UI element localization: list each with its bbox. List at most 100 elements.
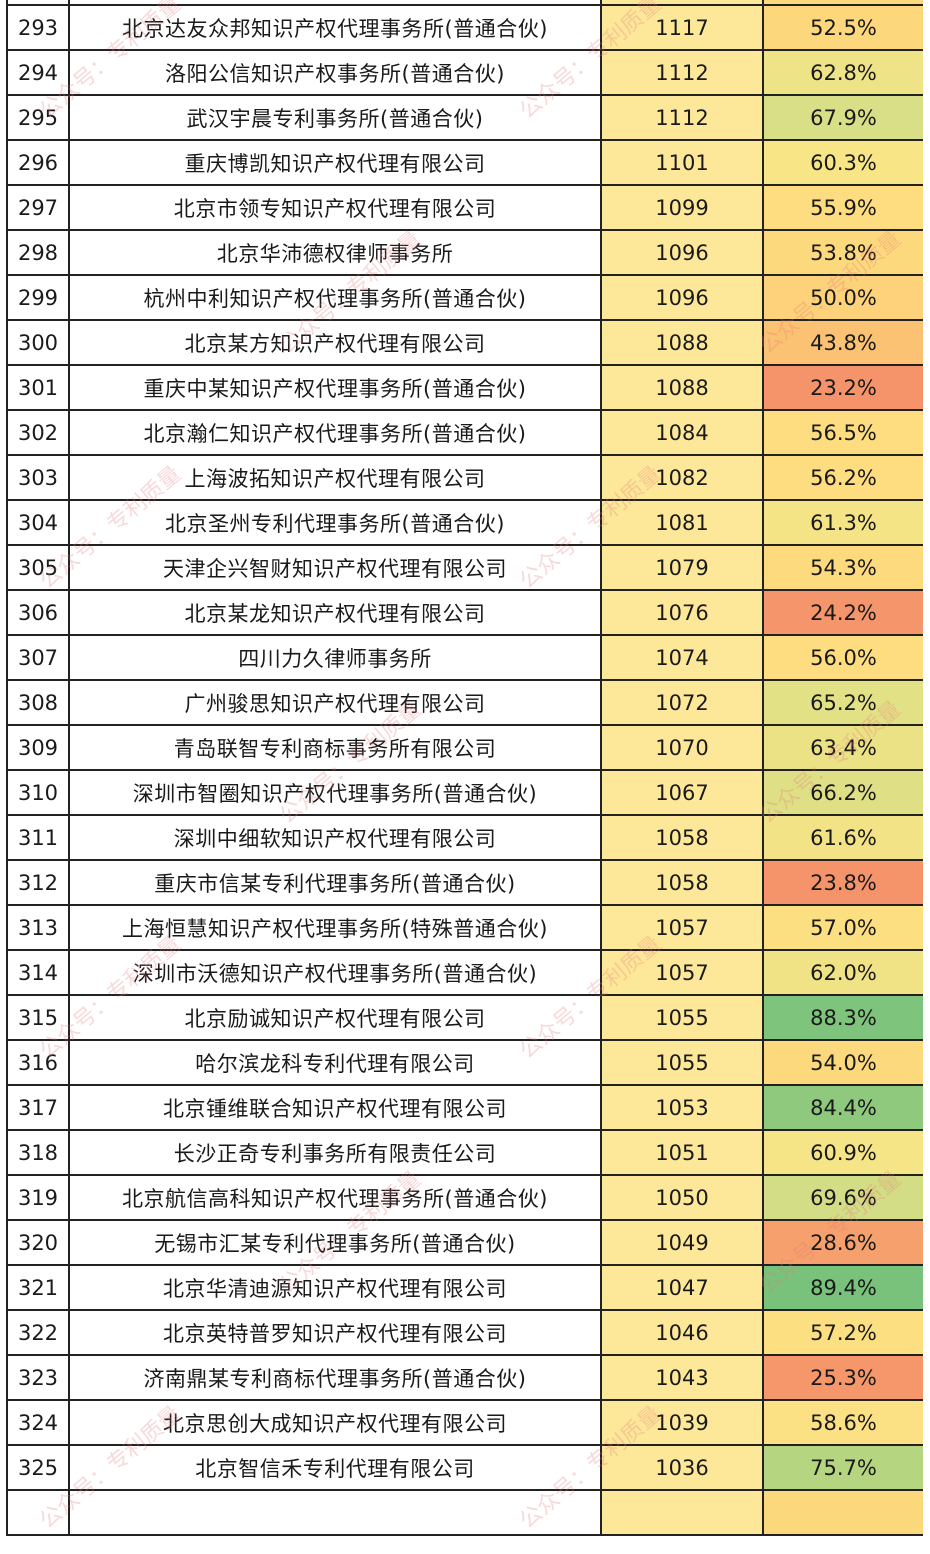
count-cell: 1117 — [600, 4, 764, 51]
percentage-cell: 66.2% — [762, 769, 925, 816]
rank-cell: 299 — [6, 274, 70, 321]
count-cell: 1070 — [600, 724, 764, 771]
table-row: 295 武汉宇晨专利事务所(普通合伙) 1112 67.9% — [6, 94, 925, 141]
agency-name-cell: 北京锺维联合知识产权代理有限公司 — [68, 1084, 602, 1131]
agency-name-cell: 北京思创大成知识产权代理有限公司 — [68, 1399, 602, 1446]
count-cell: 1067 — [600, 769, 764, 816]
rank-cell: 309 — [6, 724, 70, 771]
table-row: 313 上海恒慧知识产权代理事务所(特殊普通合伙) 1057 57.0% — [6, 904, 925, 951]
agency-name-cell: 北京华沛德权律师事务所 — [68, 229, 602, 276]
table-row: 296 重庆博凯知识产权代理有限公司 1101 60.3% — [6, 139, 925, 186]
percentage-cell: 60.3% — [762, 139, 925, 186]
agency-name-cell: 无锡市汇某专利代理事务所(普通合伙) — [68, 1219, 602, 1266]
percentage-cell: 56.5% — [762, 409, 925, 456]
percentage-cell: 61.3% — [762, 499, 925, 546]
table-row: 299 杭州中利知识产权代理事务所(普通合伙) 1096 50.0% — [6, 274, 925, 321]
percentage-cell: 24.2% — [762, 589, 925, 636]
rank-cell: 293 — [6, 4, 70, 51]
count-cell: 1046 — [600, 1309, 764, 1356]
count-cell: 1039 — [600, 1399, 764, 1446]
agency-name-cell: 北京华清迪源知识产权代理有限公司 — [68, 1264, 602, 1311]
rank-cell: 305 — [6, 544, 70, 591]
count-cell: 1047 — [600, 1264, 764, 1311]
table-row: 311 深圳中细软知识产权代理有限公司 1058 61.6% — [6, 814, 925, 861]
rank-cell: 313 — [6, 904, 70, 951]
agency-name-cell: 杭州中利知识产权代理事务所(普通合伙) — [68, 274, 602, 321]
count-cell: 1081 — [600, 499, 764, 546]
rank-cell: 325 — [6, 1444, 70, 1491]
rank-cell: 303 — [6, 454, 70, 501]
rank-cell: 307 — [6, 634, 70, 681]
percentage-cell: 56.2% — [762, 454, 925, 501]
count-cell: 1057 — [600, 949, 764, 996]
table-row: 321 北京华清迪源知识产权代理有限公司 1047 89.4% — [6, 1264, 925, 1311]
rank-cell — [6, 1489, 70, 1536]
table-row: 319 北京航信高科知识产权代理事务所(普通合伙) 1050 69.6% — [6, 1174, 925, 1221]
table-row: 324 北京思创大成知识产权代理有限公司 1039 58.6% — [6, 1399, 925, 1446]
table-row: 306 北京某龙知识产权代理有限公司 1076 24.2% — [6, 589, 925, 636]
percentage-cell: 28.6% — [762, 1219, 925, 1266]
agency-name-cell: 洛阳公信知识产权事务所(普通合伙) — [68, 49, 602, 96]
agency-name-cell: 武汉宇晨专利事务所(普通合伙) — [68, 94, 602, 141]
percentage-cell: 57.2% — [762, 1309, 925, 1356]
agency-name-cell: 广州骏思知识产权代理有限公司 — [68, 679, 602, 726]
percentage-cell: 61.6% — [762, 814, 925, 861]
table-row: 323 济南鼎某专利商标代理事务所(普通合伙) 1043 25.3% — [6, 1354, 925, 1401]
count-cell: 1036 — [600, 1444, 764, 1491]
agency-name-cell: 重庆博凯知识产权代理有限公司 — [68, 139, 602, 186]
rank-cell: 323 — [6, 1354, 70, 1401]
rank-cell: 301 — [6, 364, 70, 411]
count-cell: 1112 — [600, 49, 764, 96]
count-cell: 1096 — [600, 229, 764, 276]
agency-name-cell: 上海恒慧知识产权代理事务所(特殊普通合伙) — [68, 904, 602, 951]
count-cell: 1112 — [600, 94, 764, 141]
count-cell: 1058 — [600, 859, 764, 906]
agency-name-cell: 北京达友众邦知识产权代理事务所(普通合伙) — [68, 4, 602, 51]
table-row: 322 北京英特普罗知识产权代理有限公司 1046 57.2% — [6, 1309, 925, 1356]
agency-name-cell: 天津企兴智财知识产权代理有限公司 — [68, 544, 602, 591]
agency-name-cell: 北京英特普罗知识产权代理有限公司 — [68, 1309, 602, 1356]
table-row: 310 深圳市智圈知识产权代理事务所(普通合伙) 1067 66.2% — [6, 769, 925, 816]
rank-cell: 296 — [6, 139, 70, 186]
count-cell: 1055 — [600, 994, 764, 1041]
table-row: 309 青岛联智专利商标事务所有限公司 1070 63.4% — [6, 724, 925, 771]
rank-cell: 321 — [6, 1264, 70, 1311]
count-cell: 1051 — [600, 1129, 764, 1176]
table-row: 317 北京锺维联合知识产权代理有限公司 1053 84.4% — [6, 1084, 925, 1131]
count-cell: 1099 — [600, 184, 764, 231]
count-cell: 1043 — [600, 1354, 764, 1401]
agency-name-cell: 重庆市信某专利代理事务所(普通合伙) — [68, 859, 602, 906]
percentage-cell: 60.9% — [762, 1129, 925, 1176]
percentage-cell: 54.3% — [762, 544, 925, 591]
table-row: 307 四川力久律师事务所 1074 56.0% — [6, 634, 925, 681]
table-body: 293 北京达友众邦知识产权代理事务所(普通合伙) 1117 52.5% 294 洛阳公信… — [6, 0, 925, 1536]
table-row: 305 天津企兴智财知识产权代理有限公司 1079 54.3% — [6, 544, 925, 591]
table-row: 308 广州骏思知识产权代理有限公司 1072 65.2% — [6, 679, 925, 726]
agency-name-cell: 四川力久律师事务所 — [68, 634, 602, 681]
count-cell: 1088 — [600, 364, 764, 411]
count-cell: 1049 — [600, 1219, 764, 1266]
percentage-cell: 54.0% — [762, 1039, 925, 1086]
rank-cell: 304 — [6, 499, 70, 546]
rank-cell: 306 — [6, 589, 70, 636]
count-cell: 1074 — [600, 634, 764, 681]
percentage-cell: 25.3% — [762, 1354, 925, 1401]
percentage-cell: 50.0% — [762, 274, 925, 321]
table-row: 304 北京圣州专利代理事务所(普通合伙) 1081 61.3% — [6, 499, 925, 546]
agency-name-cell: 上海波拓知识产权代理有限公司 — [68, 454, 602, 501]
table-row: 301 重庆中某知识产权代理事务所(普通合伙) 1088 23.2% — [6, 364, 925, 411]
rank-cell: 319 — [6, 1174, 70, 1221]
percentage-cell: 57.0% — [762, 904, 925, 951]
agency-name-cell — [68, 0, 602, 6]
rank-cell: 322 — [6, 1309, 70, 1356]
count-cell: 1096 — [600, 274, 764, 321]
rank-cell: 302 — [6, 409, 70, 456]
count-cell: 1050 — [600, 1174, 764, 1221]
count-cell: 1088 — [600, 319, 764, 366]
table-row: 303 上海波拓知识产权代理有限公司 1082 56.2% — [6, 454, 925, 501]
percentage-cell: 65.2% — [762, 679, 925, 726]
rank-cell: 308 — [6, 679, 70, 726]
rank-cell: 294 — [6, 49, 70, 96]
table-row: 325 北京智信禾专利代理有限公司 1036 75.7% — [6, 1444, 925, 1491]
table-row: 298 北京华沛德权律师事务所 1096 53.8% — [6, 229, 925, 276]
